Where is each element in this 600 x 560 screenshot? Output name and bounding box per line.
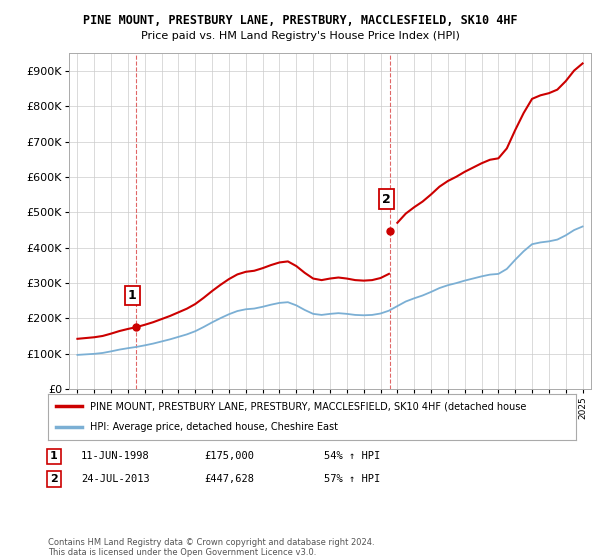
- Text: 1: 1: [50, 451, 58, 461]
- Text: 57% ↑ HPI: 57% ↑ HPI: [324, 474, 380, 484]
- Text: 54% ↑ HPI: 54% ↑ HPI: [324, 451, 380, 461]
- Text: PINE MOUNT, PRESTBURY LANE, PRESTBURY, MACCLESFIELD, SK10 4HF: PINE MOUNT, PRESTBURY LANE, PRESTBURY, M…: [83, 14, 517, 27]
- Text: 24-JUL-2013: 24-JUL-2013: [81, 474, 150, 484]
- Text: 2: 2: [382, 193, 391, 206]
- Text: £175,000: £175,000: [204, 451, 254, 461]
- Text: 1: 1: [128, 289, 137, 302]
- Text: Contains HM Land Registry data © Crown copyright and database right 2024.
This d: Contains HM Land Registry data © Crown c…: [48, 538, 374, 557]
- Text: PINE MOUNT, PRESTBURY LANE, PRESTBURY, MACCLESFIELD, SK10 4HF (detached house: PINE MOUNT, PRESTBURY LANE, PRESTBURY, M…: [90, 401, 527, 411]
- Text: Price paid vs. HM Land Registry's House Price Index (HPI): Price paid vs. HM Land Registry's House …: [140, 31, 460, 41]
- Text: 11-JUN-1998: 11-JUN-1998: [81, 451, 150, 461]
- Text: 2: 2: [50, 474, 58, 484]
- Text: £447,628: £447,628: [204, 474, 254, 484]
- Text: HPI: Average price, detached house, Cheshire East: HPI: Average price, detached house, Ches…: [90, 422, 338, 432]
